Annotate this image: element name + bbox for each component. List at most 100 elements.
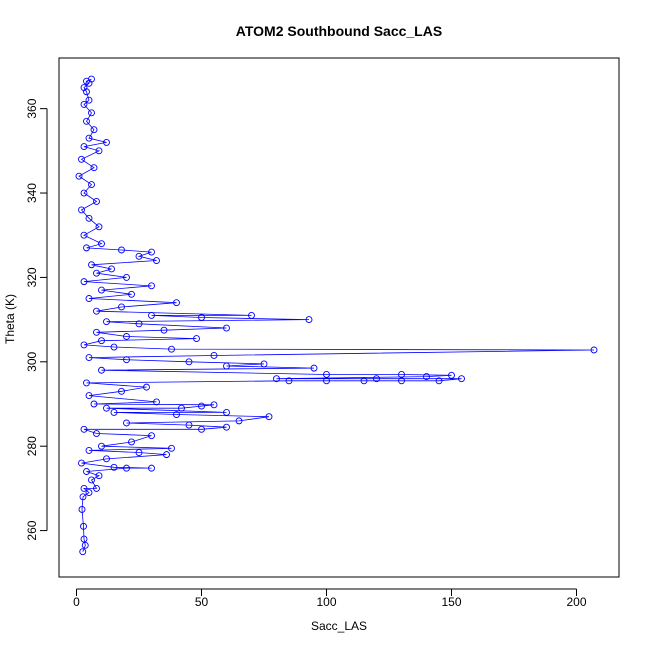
data-point (95, 147, 103, 155)
data-point (83, 379, 90, 387)
data-point (248, 311, 255, 319)
data-point (88, 476, 95, 484)
data-point (85, 295, 93, 302)
data-point (148, 248, 155, 256)
data-point (168, 345, 175, 353)
data-point (448, 371, 455, 379)
data-point (98, 442, 105, 450)
y-axis-label: Theta (K) (3, 294, 17, 344)
data-point (265, 413, 273, 421)
data-point (110, 463, 118, 471)
data-point (80, 484, 88, 492)
data-point (260, 360, 268, 368)
data-point (118, 246, 125, 254)
data-point (210, 352, 218, 359)
data-point (78, 506, 86, 513)
data-point (83, 468, 90, 475)
chart-title: ATOM2 Southbound Sacc_LAS (236, 23, 442, 39)
data-point (85, 446, 93, 454)
data-point (81, 541, 89, 549)
data-point (98, 337, 105, 345)
data-point (128, 290, 135, 298)
axes: 0 50 100 150 200 260 280 300 320 340 360 (25, 57, 620, 609)
data-point (423, 373, 430, 381)
data-point (148, 282, 155, 290)
data-point (90, 126, 98, 134)
data-point (80, 189, 88, 197)
data-point (85, 354, 93, 362)
data-point (108, 265, 115, 273)
data-point (168, 444, 175, 452)
data-point (93, 484, 100, 492)
x-axis-label: Sacc_LAS (311, 619, 367, 633)
data-point (90, 164, 98, 172)
data-point (88, 109, 95, 117)
data-point (360, 377, 368, 385)
data-point (273, 375, 280, 383)
data-point (80, 535, 88, 543)
data-point (185, 421, 193, 429)
data-point (143, 383, 150, 391)
data-point (148, 311, 155, 319)
data-point (93, 328, 100, 336)
data-point (93, 307, 100, 315)
x-tick-label: 100 (316, 595, 336, 609)
data-point (110, 343, 118, 351)
x-tick-label: 200 (566, 595, 586, 609)
x-tick-label: 0 (73, 595, 80, 609)
data-point (118, 387, 125, 395)
data-point (85, 96, 93, 104)
data-point (198, 425, 205, 433)
data-point (78, 206, 85, 214)
data-point (123, 356, 130, 364)
data-point (235, 417, 243, 425)
data-point (223, 362, 230, 370)
data-point (95, 472, 103, 480)
data-point (78, 155, 85, 163)
data-point (83, 244, 90, 252)
data-point (210, 401, 218, 409)
data-point (103, 138, 110, 146)
data-point (148, 464, 155, 472)
data-point (123, 273, 130, 281)
data-point (198, 314, 205, 321)
data-point (98, 240, 105, 248)
data-point (123, 464, 130, 472)
data-point (88, 261, 95, 269)
data-point (173, 411, 180, 418)
data-point (435, 377, 443, 385)
data-point (83, 77, 90, 85)
data-point (98, 286, 105, 294)
data-point (93, 430, 100, 437)
data-point (123, 333, 130, 340)
data-point (185, 358, 193, 366)
data-point (103, 318, 110, 326)
data-point (80, 522, 87, 530)
data-point (323, 371, 330, 378)
data-point (93, 198, 100, 205)
data-point (79, 493, 87, 501)
y-tick-label: 300 (25, 351, 39, 371)
data-point (148, 432, 155, 440)
data-point (80, 425, 88, 433)
plot-box (58, 57, 620, 578)
plot-area (75, 75, 598, 556)
data-point (223, 408, 230, 416)
data-point (103, 455, 110, 463)
data-point (85, 214, 93, 222)
data-point (458, 375, 465, 383)
data-point (80, 100, 88, 108)
x-tick-label: 150 (441, 595, 461, 609)
data-point (88, 181, 95, 189)
x-tick-label: 50 (195, 595, 209, 609)
data-point (93, 269, 100, 277)
data-point (285, 377, 293, 385)
data-point (118, 303, 125, 311)
data-point (135, 320, 143, 328)
data-point (85, 489, 93, 497)
data-point (178, 404, 185, 412)
data-point (310, 364, 318, 372)
data-point (398, 371, 405, 378)
y-tick-label: 260 (25, 520, 39, 540)
